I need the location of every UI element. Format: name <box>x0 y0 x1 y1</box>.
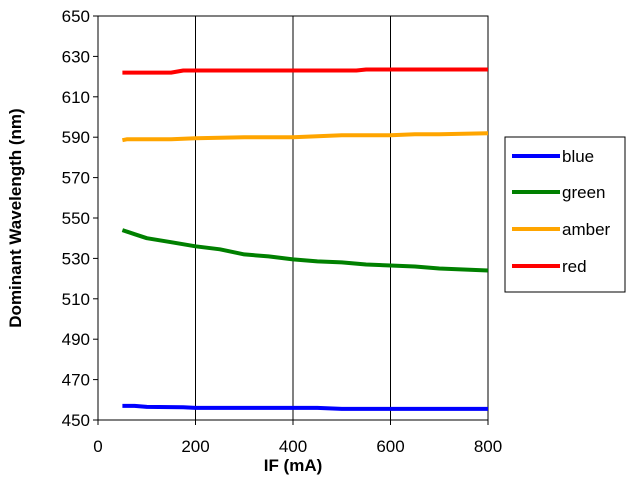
series-line-red <box>122 67 488 75</box>
x-tick-label: 0 <box>93 437 102 456</box>
y-tick-label: 490 <box>62 330 90 349</box>
y-axis-title: Dominant Wavelength (nm) <box>6 108 25 327</box>
y-tick-label: 550 <box>62 209 90 228</box>
y-tick-label: 530 <box>62 249 90 268</box>
y-tick-label: 470 <box>62 371 90 390</box>
y-tick-label: 610 <box>62 88 90 107</box>
x-axis: 0 200 400 600 800 <box>93 420 502 456</box>
legend-label-amber: amber <box>562 220 611 239</box>
x-tick-label: 400 <box>279 437 307 456</box>
series-line-blue <box>122 403 488 411</box>
series-line-green <box>121 228 489 273</box>
y-tick-label: 630 <box>62 47 90 66</box>
legend: blue green amber red <box>504 136 626 293</box>
legend-label-blue: blue <box>562 147 594 166</box>
legend-label-green: green <box>562 183 605 202</box>
x-tick-label: 600 <box>376 437 404 456</box>
x-axis-title: IF (mA) <box>264 456 323 475</box>
grid-lines <box>195 16 391 420</box>
y-tick-label: 570 <box>62 169 90 188</box>
series-line-amber <box>122 131 489 143</box>
x-tick-label: 200 <box>181 437 209 456</box>
y-tick-label: 510 <box>62 290 90 309</box>
legend-label-red: red <box>562 257 587 276</box>
series-lines <box>121 67 489 411</box>
x-tick-label: 800 <box>474 437 502 456</box>
legend-entries: blue green amber red <box>512 147 611 276</box>
y-tick-label: 450 <box>62 411 90 430</box>
y-axis: 450 470 490 510 530 550 570 590 610 630 650 <box>62 7 98 430</box>
y-tick-label: 590 <box>62 128 90 147</box>
y-tick-label: 650 <box>62 7 90 26</box>
